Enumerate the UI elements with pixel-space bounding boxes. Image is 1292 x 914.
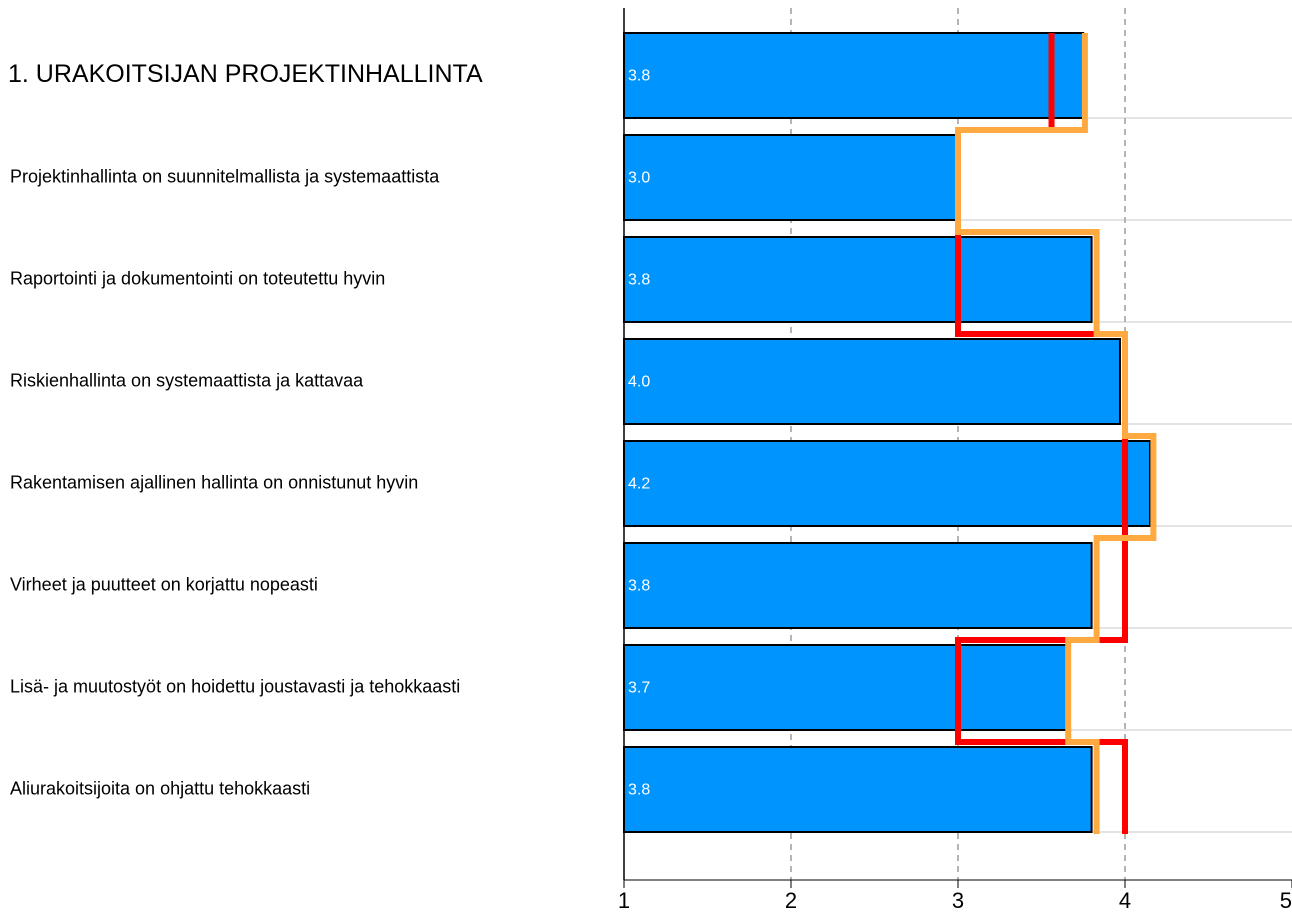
x-tick-label: 4	[1119, 888, 1131, 913]
data-label: 4.2	[628, 476, 650, 493]
category-label: Raportointi ja dokumentointi on toteutet…	[10, 268, 385, 288]
category-label: Projektinhallinta on suunnitelmallista j…	[10, 166, 440, 186]
bar	[623, 644, 1068, 731]
data-label: 3.8	[628, 782, 650, 799]
data-label: 3.8	[628, 272, 650, 289]
bar	[623, 32, 1085, 119]
bar	[623, 542, 1093, 629]
category-label: Virheet ja puutteet on korjattu nopeasti	[10, 574, 318, 594]
category-label: Aliurakoitsijoita on ohjattu tehokkaasti	[10, 778, 310, 798]
bar	[623, 440, 1152, 527]
data-label: 4.0	[628, 374, 650, 391]
category-label: Rakentamisen ajallinen hallinta on onnis…	[10, 472, 418, 492]
x-tick-label: 3	[952, 888, 964, 913]
category-label: Riskienhallinta on systemaattista ja kat…	[10, 370, 364, 390]
data-label: 3.7	[628, 680, 650, 697]
step-line	[955, 33, 1157, 834]
data-label: 3.8	[628, 578, 650, 595]
x-tick-label: 2	[785, 888, 797, 913]
category-label: Lisä- ja muutostyöt on hoidettu joustava…	[10, 676, 460, 696]
bar	[623, 338, 1121, 425]
category-label: 1. URAKOITSIJAN PROJEKTINHALLINTA	[8, 60, 483, 88]
x-tick-label: 1	[618, 888, 630, 913]
data-label: 3.8	[628, 68, 650, 85]
data-label: 3.0	[628, 170, 650, 187]
x-tick-label: 5	[1280, 888, 1292, 913]
bar	[623, 746, 1093, 833]
bar	[623, 134, 959, 221]
bar	[623, 236, 1093, 323]
